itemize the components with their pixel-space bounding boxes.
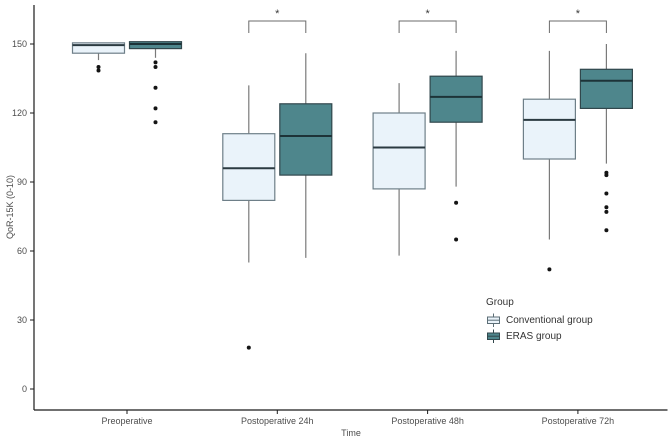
legend: Group Conventional group ERAS group (486, 297, 593, 344)
y-tick-label: 90 (17, 177, 27, 187)
x-tick-label: Preoperative (101, 416, 152, 426)
y-axis-title: QoR-15K (0-10) (5, 174, 15, 240)
significance-bracket (548, 20, 607, 33)
x-axis-title: Time (341, 428, 361, 438)
box-eras-3 (579, 68, 634, 110)
y-tick-label: 30 (17, 315, 27, 325)
legend-item-conventional: Conventional group (486, 312, 593, 328)
box-eras-1 (279, 103, 333, 176)
outlier-eras (153, 65, 158, 69)
outlier-eras (604, 228, 609, 233)
y-tick-label: 120 (12, 108, 27, 118)
x-tick-label: Postoperative 72h (542, 416, 615, 426)
outlier-eras (604, 205, 609, 210)
outlier-conventional (547, 267, 552, 272)
outlier-eras (153, 106, 158, 111)
x-tick-label: Postoperative 48h (391, 416, 464, 426)
legend-item-label: Conventional group (506, 314, 593, 326)
y-tick-label: 60 (17, 246, 27, 256)
box-conventional-0 (71, 42, 126, 54)
outlier-eras (153, 120, 158, 125)
boxplot-key-icon (487, 329, 500, 343)
outlier-eras (153, 60, 158, 65)
legend-item-label: ERAS group (506, 330, 562, 342)
boxplot-key-icon (487, 313, 500, 327)
legend-item-eras: ERAS group (486, 328, 593, 344)
y-tick-label: 0 (22, 384, 27, 394)
box-conventional-2 (372, 112, 426, 190)
outlier-eras (604, 209, 609, 214)
outlier-conventional (246, 345, 251, 350)
significance-asterisk: * (275, 8, 280, 20)
outlier-eras (604, 191, 609, 196)
y-tick-label: 150 (12, 39, 27, 49)
outlier-eras (153, 85, 158, 90)
box-eras-2 (429, 75, 483, 123)
box-conventional-1 (222, 133, 276, 201)
box-eras-0 (128, 41, 183, 50)
x-tick-label: Postoperative 24h (241, 416, 314, 426)
outlier-conventional (96, 65, 101, 69)
outlier-eras (604, 173, 609, 178)
outlier-eras (454, 200, 459, 205)
outlier-conventional (96, 68, 101, 73)
significance-asterisk: * (576, 8, 581, 20)
outlier-eras (454, 237, 459, 242)
significance-bracket (248, 20, 307, 33)
legend-title: Group (486, 297, 514, 308)
significance-bracket (398, 20, 457, 33)
box-conventional-3 (522, 98, 577, 160)
significance-asterisk: * (425, 8, 430, 20)
